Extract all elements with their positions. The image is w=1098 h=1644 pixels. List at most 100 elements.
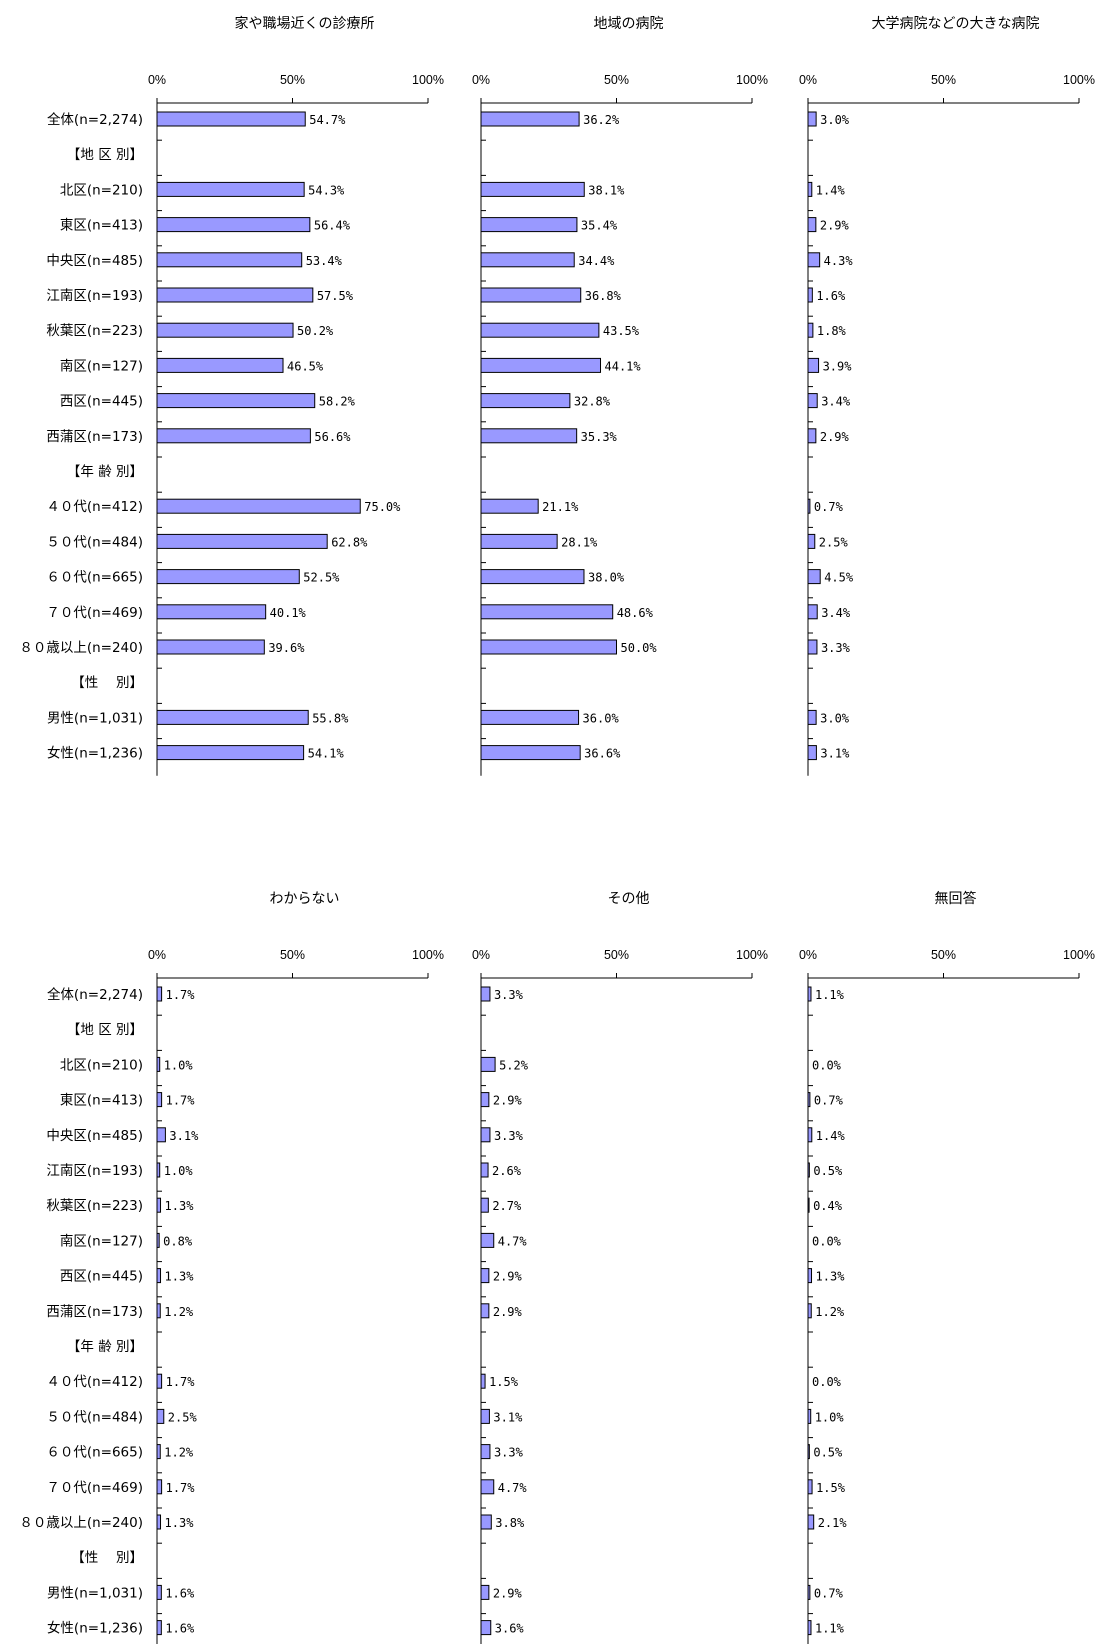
data-label: 1.7% [166, 1094, 196, 1108]
bar [807, 569, 821, 585]
data-label: 3.3% [494, 1129, 524, 1143]
data-label: 3.0% [820, 711, 850, 725]
data-label: 2.9% [493, 1305, 523, 1319]
bar [807, 1514, 815, 1530]
bar [156, 1373, 163, 1389]
bar [480, 1092, 490, 1108]
bar [156, 393, 316, 409]
data-label: 28.1% [561, 535, 598, 549]
data-label: 0.7% [814, 500, 844, 514]
x-tick-label: 100% [412, 73, 444, 87]
data-label: 1.5% [816, 1481, 846, 1495]
category-label: ４０代(n=412) [46, 499, 143, 515]
bar [807, 322, 814, 338]
category-label: ５０代(n=484) [46, 1409, 143, 1425]
bar [807, 639, 818, 655]
data-label: 54.7% [309, 113, 346, 127]
bar [807, 533, 816, 549]
category-label: 中央区(n=485) [46, 253, 143, 269]
data-label: 55.8% [312, 711, 349, 725]
x-tick-label: 50% [931, 948, 956, 962]
data-label: 0.7% [814, 1094, 844, 1108]
panel-title: その他 [608, 891, 650, 907]
data-label: 1.5% [489, 1375, 519, 1389]
category-label: 東区(n=413) [60, 1093, 143, 1109]
data-label: 50.0% [621, 641, 658, 655]
data-label: 3.4% [821, 606, 851, 620]
category-label: 全体(n=2,274) [47, 111, 143, 128]
category-label: 西区(n=445) [60, 394, 143, 410]
x-tick-label: 0% [472, 73, 490, 87]
data-label: 3.4% [821, 395, 851, 409]
data-label: 1.6% [165, 1622, 195, 1636]
data-label: 40.1% [270, 606, 307, 620]
x-tick-label: 100% [736, 948, 768, 962]
category-label: 北区(n=210) [60, 182, 143, 198]
data-label: 0.5% [813, 1164, 843, 1178]
data-label: 3.1% [493, 1410, 523, 1424]
bar [156, 569, 300, 585]
category-label: 【地 区 別】 [67, 1022, 143, 1038]
bar [156, 1408, 165, 1424]
data-label: 57.5% [317, 289, 354, 303]
data-label: 36.0% [583, 711, 620, 725]
bar [807, 1408, 812, 1424]
category-label: ８０歳以上(n=240) [19, 1515, 143, 1531]
data-label: 3.0% [820, 113, 850, 127]
category-label: 秋葉区(n=223) [46, 1198, 143, 1214]
bar [807, 1268, 813, 1284]
bar [156, 1056, 161, 1072]
bar [480, 322, 600, 338]
bar [156, 181, 305, 197]
data-label: 1.3% [165, 1199, 195, 1213]
category-label: 西区(n=445) [60, 1269, 143, 1285]
bar [156, 428, 311, 444]
bar [807, 252, 821, 268]
data-label: 62.8% [331, 535, 368, 549]
data-label: 39.6% [268, 641, 305, 655]
category-label: 男性(n=1,031) [47, 1585, 143, 1601]
data-label: 53.4% [306, 254, 343, 268]
data-label: 2.1% [818, 1516, 848, 1530]
bar [480, 1162, 489, 1178]
bar [156, 639, 265, 655]
x-tick-label: 100% [1063, 948, 1095, 962]
bar [480, 1127, 491, 1143]
category-label: ５０代(n=484) [46, 534, 143, 550]
bar [480, 1514, 492, 1530]
data-label: 3.3% [494, 988, 524, 1002]
data-label: 1.0% [164, 1058, 194, 1072]
bar [807, 745, 817, 761]
data-label: 3.6% [495, 1622, 525, 1636]
bar [480, 1056, 496, 1072]
data-label: 0.0% [812, 1058, 842, 1072]
data-label: 1.6% [816, 289, 846, 303]
bar [480, 428, 578, 444]
bar [480, 357, 602, 373]
bar [156, 1162, 161, 1178]
bar [807, 709, 817, 725]
bar [480, 1408, 490, 1424]
bar [156, 357, 284, 373]
data-label: 54.1% [308, 747, 345, 761]
bar [156, 1444, 161, 1460]
bar [156, 709, 309, 725]
data-label: 0.8% [163, 1234, 193, 1248]
data-label: 0.0% [812, 1234, 842, 1248]
data-label: 52.5% [303, 571, 340, 585]
bar [480, 1197, 489, 1213]
data-label: 36.2% [583, 113, 620, 127]
bar [480, 252, 575, 268]
data-label: 0.7% [814, 1586, 844, 1600]
x-tick-label: 50% [604, 948, 629, 962]
x-tick-label: 100% [1063, 73, 1095, 87]
data-label: 2.5% [168, 1410, 198, 1424]
bar [156, 1620, 162, 1636]
bar [156, 1514, 162, 1530]
data-label: 0.0% [812, 1375, 842, 1389]
category-label: 全体(n=2,274) [47, 986, 143, 1003]
category-label: ７０代(n=469) [46, 605, 143, 621]
data-label: 1.7% [166, 1375, 196, 1389]
data-label: 50.2% [297, 324, 334, 338]
bar [807, 1479, 813, 1495]
